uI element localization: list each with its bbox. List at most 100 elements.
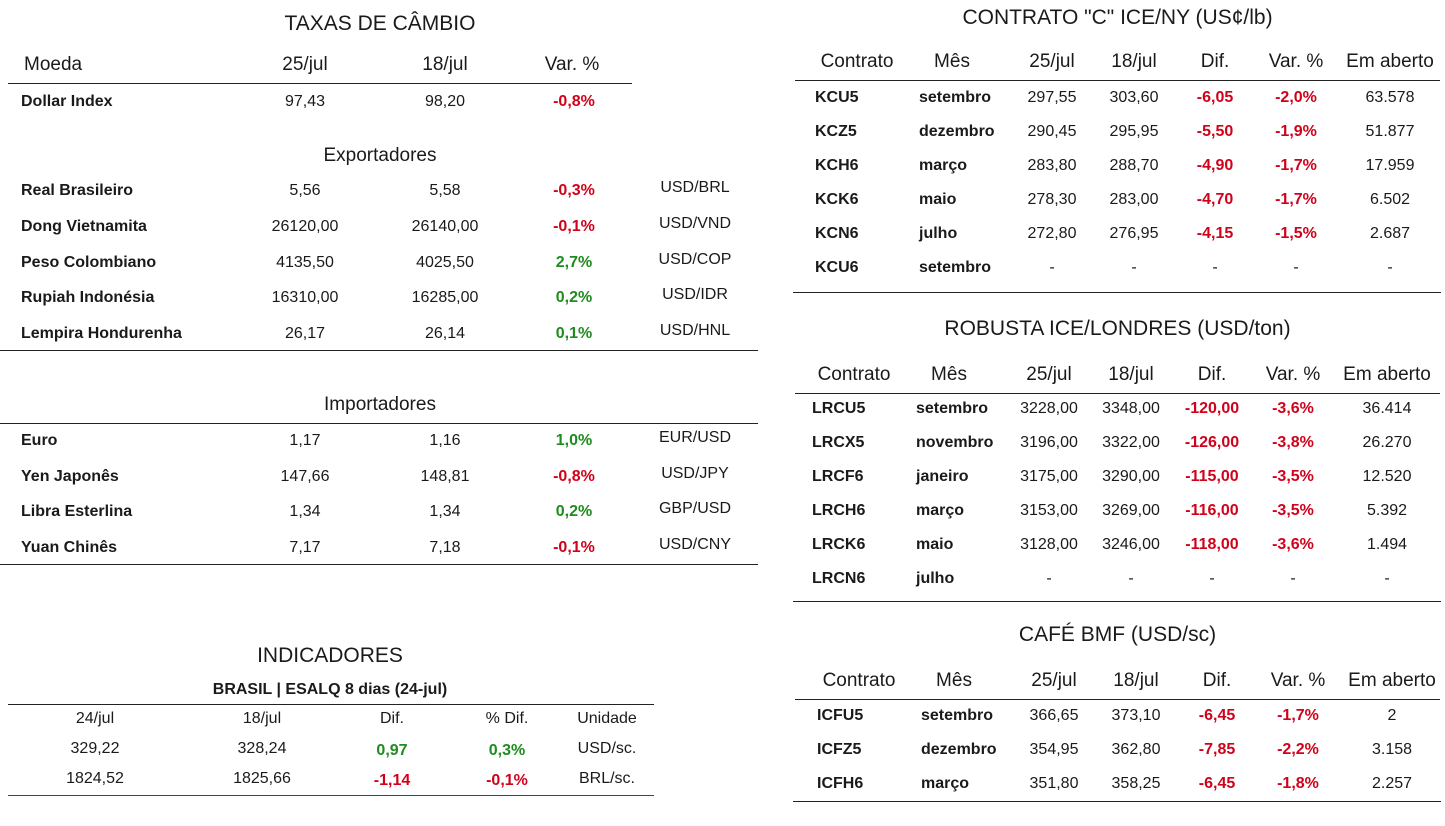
ice_ny-cell-m-s: setembro [919,89,992,106]
ice_ny-cell-25-jul: 278,30 [1027,191,1077,208]
robusta-cell-dif-: -126,00 [1184,434,1240,451]
ice_ny-cell-18-jul: 295,95 [1109,123,1159,140]
bmf-cell-dif-: -6,45 [1198,707,1236,724]
ice_ny-bottom-rule [793,292,1441,293]
importers-title: Importadores [324,394,436,415]
ice_ny-cell-contrato: KCN6 [815,225,859,242]
fx-variation: -0,8% [553,93,595,110]
indicator-pct-dif: 0,3% [488,742,526,759]
fx-header-date1: 25/jul [282,54,328,75]
ice_ny-cell-dif-: -5,50 [1196,123,1234,140]
ice_ny-cell-var-: -1,7% [1275,191,1317,208]
bmf-header-3: 25/jul [1031,670,1077,691]
robusta-cell-var-: -3,6% [1272,536,1314,553]
fx-currency-pair: GBP/USD [658,500,731,518]
fx-currency-pair: USD/IDR [662,286,728,304]
fx-currency-name: Libra Esterlina [21,503,133,521]
robusta-cell-contrato: LRCU5 [812,400,866,417]
bmf-cell-18-jul: 362,80 [1111,741,1161,758]
robusta-cell-em-aberto: 12.520 [1362,468,1412,485]
fx-variation: 1,0% [555,432,593,449]
robusta-cell-contrato: LRCF6 [812,468,864,485]
robusta-cell-dif-: -116,00 [1185,502,1239,519]
bmf-cell-18-jul: 373,10 [1111,707,1161,724]
bmf-cell-contrato: ICFU5 [817,707,864,724]
bmf-cell-em-aberto: 3.158 [1371,741,1413,758]
bmf-cell-m-s: setembro [921,707,994,724]
robusta-cell-var-: -3,8% [1272,434,1314,451]
robusta-header-2: Mês [931,364,967,385]
fx-value-date2: 5,58 [429,182,461,199]
ice_ny-cell-m-s: março [919,157,968,174]
indicator-value-date2: 328,24 [237,740,287,757]
robusta-cell-25-jul: 3153,00 [1020,502,1078,519]
robusta-cell-var-: -3,6% [1272,400,1314,417]
ice_ny-cell-em-aberto: 63.578 [1365,89,1415,106]
fx-value-date1: 147,66 [280,467,330,485]
indicators-bottom-rule [8,795,654,796]
ice_ny-cell-m-s: dezembro [919,123,995,140]
indicator-unit: USD/sc. [577,740,637,757]
robusta-header-7: Em aberto [1343,364,1431,385]
robusta-title: ROBUSTA ICE/LONDRES (USD/ton) [944,317,1291,340]
ice_ny-header-rule [795,80,1440,81]
fx-currency-name: Euro [21,432,58,449]
ice_ny-header-7: Em aberto [1346,51,1434,72]
robusta-cell-em-aberto: 26.270 [1362,434,1412,451]
robusta-cell-25-jul: 3175,00 [1020,468,1078,485]
bmf-header-2: Mês [936,670,972,691]
fx-currency-pair: EUR/USD [658,429,731,446]
robusta-header-3: 25/jul [1026,364,1072,385]
importers-top-rule [0,423,758,424]
robusta-cell-m-s: julho [916,570,955,587]
indicators-header-4: % Dif. [485,710,529,727]
bmf-header-7: Em aberto [1348,670,1436,691]
exporters-bottom-rule [0,350,758,351]
robusta-cell-dif-: - [1209,570,1215,587]
ice_ny-cell-25-jul: 290,45 [1027,123,1077,140]
ice_ny-cell-contrato: KCU5 [815,89,859,106]
robusta-cell-18-jul: 3246,00 [1102,536,1160,553]
ice_ny-cell-25-jul: 272,80 [1027,225,1077,242]
robusta-cell-18-jul: - [1128,570,1134,587]
fx-currency-pair: USD/JPY [661,464,729,482]
fx-value-date1: 26120,00 [271,217,339,235]
bmf-cell-m-s: dezembro [921,741,997,758]
indicators-header-2: 18/jul [242,710,282,727]
fx-currency-name: Peso Colombiano [21,253,157,271]
fx-currency-name: Yuan Chinês [21,539,118,557]
fx-value-date1: 97,43 [284,93,326,110]
robusta-cell-var-: - [1290,570,1296,587]
fx-header-var: Var. % [544,54,600,75]
fx-currency-name: Yen Japonês [21,467,119,485]
fx-value-date2: 26,14 [424,325,466,343]
indicator-dif: 0,97 [376,742,408,759]
fx-currency-name: Lempira Hondurenha [21,325,182,343]
bmf-cell-dif-: -6,45 [1198,775,1236,792]
ice_ny-cell-dif-: -4,70 [1196,191,1234,208]
robusta-header-rule [795,393,1440,394]
fx-value-date2: 16285,00 [411,289,479,307]
fx-value-date2: 7,18 [429,539,461,557]
bmf-cell-25-jul: 366,65 [1029,707,1079,724]
ice_ny-cell-em-aberto: 6.502 [1369,191,1411,208]
ice_ny-cell-18-jul: 283,00 [1109,191,1159,208]
indicator-unit: BRL/sc. [578,770,635,787]
ice_ny-header-4: 18/jul [1111,51,1157,72]
ice_ny-header-3: 25/jul [1029,51,1075,72]
bmf-cell-em-aberto: 2 [1387,707,1397,724]
fx-value-date2: 98,20 [424,93,466,110]
indicators-header-5: Unidade [577,710,637,727]
importers-bottom-rule [0,564,758,565]
robusta-bottom-rule [793,601,1441,602]
robusta-cell-dif-: -115,00 [1185,468,1239,485]
robusta-cell-var-: -3,5% [1272,502,1314,519]
ice_ny-cell-dif-: -4,90 [1196,157,1234,174]
ice_ny-cell-var-: -1,9% [1275,123,1317,140]
fx-currency-name: Real Brasileiro [21,182,134,199]
ice_ny-cell-em-aberto: - [1387,259,1393,276]
bmf-cell-25-jul: 354,95 [1029,741,1079,758]
robusta-cell-m-s: novembro [916,434,994,451]
indicator-value-date1: 329,22 [70,740,120,757]
ice_ny-title: CONTRATO "C" ICE/NY (US¢/lb) [962,6,1273,29]
